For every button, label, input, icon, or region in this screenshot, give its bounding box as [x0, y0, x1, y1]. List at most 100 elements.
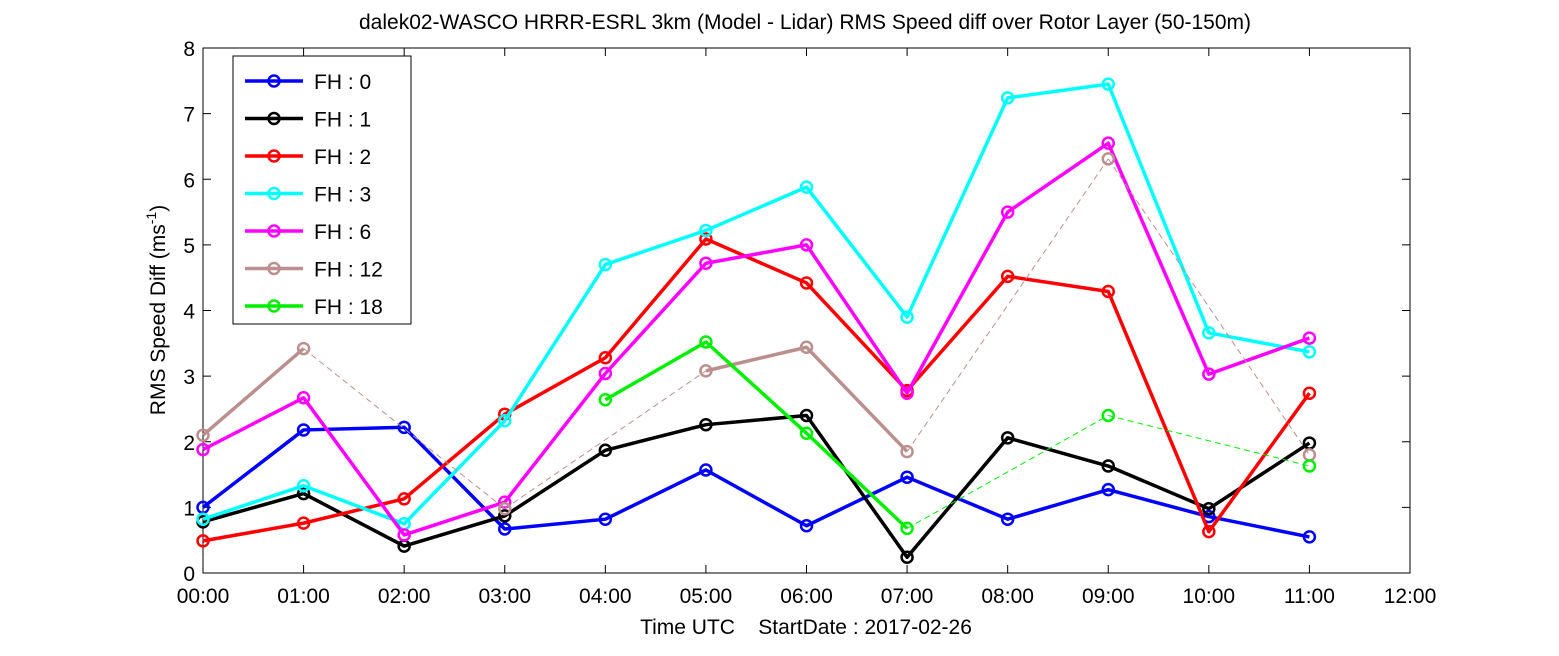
data-point: [1101, 459, 1115, 473]
data-point: [799, 276, 814, 290]
data-point: [598, 366, 613, 381]
data-point: [699, 417, 713, 432]
x-tick-label: 06:00: [780, 585, 833, 608]
y-axis-label-base: RMS Speed Diff (ms: [147, 224, 170, 415]
series-line: [202, 82, 1310, 526]
legend-swatch-marker: [267, 261, 281, 276]
x-tick-label: 02:00: [378, 585, 431, 608]
y-axis-label: RMS Speed Diff (ms-1): [143, 205, 170, 415]
series-line: [202, 141, 1311, 537]
data-point: [1101, 77, 1115, 91]
data-point: [1302, 386, 1317, 400]
y-tick-label: 2: [183, 432, 195, 455]
x-tick-label: 07:00: [881, 585, 934, 608]
data-point: [699, 256, 713, 270]
legend-item: FH : 12: [245, 259, 383, 282]
data-point: [1000, 205, 1015, 219]
data-point: [598, 393, 613, 407]
x-tick-label: 01:00: [277, 585, 330, 608]
x-tick-label: 03:00: [478, 585, 531, 608]
legend-box: [232, 55, 412, 325]
series-gap-line: [1108, 415, 1310, 467]
data-point: [498, 501, 512, 516]
data-point: [296, 423, 311, 437]
series-line: [604, 340, 909, 530]
data-point: [799, 408, 814, 423]
y-tick-label: 0: [183, 563, 195, 586]
data-point: [397, 492, 411, 506]
x-tick-label: 09:00: [1082, 585, 1135, 608]
legend-item: FH : 2: [245, 146, 371, 169]
data-point: [799, 180, 814, 194]
legend-swatch-marker: [267, 74, 281, 88]
x-axis-ticks: 00:00 01:00 02:00 03:00 04:00 05:00 06:00 07:00…: [177, 48, 1437, 608]
data-point: [1202, 326, 1216, 340]
data-point: [296, 391, 311, 405]
series-layer: [196, 77, 1317, 564]
data-point: [498, 495, 512, 509]
data-point: [1202, 501, 1216, 516]
data-point: [1302, 331, 1317, 345]
y-tick-label: 3: [183, 366, 195, 389]
x-tick-label: 12:00: [1384, 585, 1437, 608]
data-point: [699, 232, 713, 246]
data-point: [900, 470, 914, 484]
data-point: [397, 528, 411, 542]
y-tick-label: 5: [183, 235, 195, 258]
legend-item: FH : 1: [245, 109, 371, 132]
series-line: [202, 413, 1311, 559]
data-point: [699, 335, 713, 349]
series-line: [201, 425, 1310, 539]
y-tick-label: 1: [183, 497, 195, 520]
data-point: [900, 521, 914, 536]
x-tick-label: 08:00: [981, 585, 1034, 608]
series-line: [705, 345, 909, 453]
legend: FH : 0 FH : 1 FH : 2 FH : 3 FH : 6 FH : 12 FH …: [232, 55, 412, 325]
data-point: [799, 340, 814, 354]
data-point: [1101, 284, 1115, 299]
series-7: [598, 335, 1317, 536]
data-point: [1000, 91, 1015, 105]
x-tick-label: 11:00: [1284, 585, 1335, 608]
data-point: [799, 519, 814, 533]
data-point: [598, 512, 613, 526]
data-point: [296, 516, 311, 530]
y-tick-label: 7: [183, 104, 195, 127]
data-point: [196, 534, 210, 548]
legend-item: FH : 18: [245, 296, 383, 319]
legend-swatch-marker: [267, 111, 281, 126]
legend-item: FH : 0: [245, 71, 371, 94]
chart-title: dalek02-WASCO HRRR-ESRL 3km (Model - Lid…: [359, 11, 1251, 34]
legend-item: FH : 6: [245, 221, 371, 244]
data-point: [196, 442, 210, 457]
data-point: [296, 341, 311, 356]
legend-label: FH : 6: [314, 221, 371, 244]
series-5: [196, 136, 1317, 542]
x-tick-label: 00:00: [177, 585, 230, 608]
legend-label: FH : 0: [314, 71, 371, 94]
data-point: [1101, 482, 1115, 497]
series-line: [202, 237, 1311, 543]
legend-swatch-marker: [267, 299, 281, 313]
data-point: [699, 364, 713, 378]
y-axis-label-superscript: -1: [143, 212, 159, 225]
x-tick-label: 04:00: [579, 585, 632, 608]
y-axis-ticks: 0 1 2 3 4 5 6 7 8: [183, 38, 1410, 586]
series-line: [201, 347, 305, 437]
data-point: [1302, 530, 1317, 544]
data-point: [1000, 431, 1015, 445]
legend-swatch-marker: [267, 224, 281, 238]
data-point: [598, 257, 613, 272]
data-point: [1000, 269, 1015, 284]
y-tick-label: 8: [183, 38, 195, 61]
legend-swatch-marker: [267, 149, 281, 163]
data-point: [1101, 152, 1115, 166]
data-point: [296, 478, 311, 493]
data-point: [900, 550, 914, 564]
y-tick-label: 6: [183, 169, 195, 192]
data-point: [498, 414, 512, 428]
legend-items: FH : 0 FH : 1 FH : 2 FH : 3 FH : 6 FH : 12 FH …: [245, 71, 383, 319]
data-point: [799, 426, 814, 440]
y-axis-label-end: ): [147, 205, 170, 212]
